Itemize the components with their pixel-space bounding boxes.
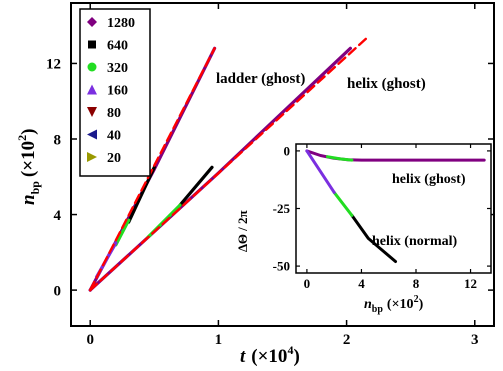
inset-annotation-helix-ghost: helix (ghost) xyxy=(392,172,466,187)
x-tick-label: 1 xyxy=(215,332,223,348)
series-line-4 xyxy=(114,218,131,247)
main-series-group xyxy=(88,37,367,292)
y-tick-label: -50 xyxy=(273,259,290,274)
legend-marker-triangle-left xyxy=(87,129,97,140)
inset-chart: 0 4 8 12 0 -25 -50 ΔΘ / 2π nbp (×102) helix (gh… xyxy=(235,143,492,315)
legend-label: 160 xyxy=(107,84,128,99)
legend-marker-triangle-up xyxy=(87,84,97,95)
x-tick-label: 8 xyxy=(413,276,420,291)
legend: 1280 640 320 160 80 40 20 xyxy=(79,8,151,177)
series-line-3 xyxy=(332,190,354,217)
inset-plot-frame xyxy=(295,143,492,274)
series-line-8 xyxy=(88,37,367,292)
legend-items: 1280 640 320 160 80 40 20 xyxy=(87,16,135,166)
annotation-ladder-ghost: ladder (ghost) xyxy=(216,71,305,87)
legend-label: 320 xyxy=(107,61,128,76)
legend-label: 40 xyxy=(107,129,121,144)
inset-y-axis-label: ΔΘ / 2π xyxy=(235,210,250,252)
series-line-7 xyxy=(88,47,216,292)
annotation-helix-ghost: helix (ghost) xyxy=(347,76,426,92)
series-line-1 xyxy=(325,155,354,162)
legend-marker-triangle-right xyxy=(87,152,97,162)
y-tick-label: 12 xyxy=(46,57,61,73)
legend-marker-diamond xyxy=(87,17,97,27)
series-line-2 xyxy=(350,213,397,263)
x-tick-label: 0 xyxy=(86,332,94,348)
main-y-axis-label: nbp(×102) xyxy=(15,129,42,205)
inset-series-group xyxy=(305,149,486,263)
legend-marker-triangle-down xyxy=(87,107,97,117)
y-tick-label: 0 xyxy=(284,143,291,158)
y-tick-label: 8 xyxy=(54,132,62,148)
x-tick-label: 3 xyxy=(471,332,479,348)
x-tick-label: 4 xyxy=(358,276,365,291)
legend-marker-square xyxy=(88,40,96,49)
series-line-4 xyxy=(305,149,336,194)
y-tick-label: 0 xyxy=(54,283,62,299)
inset-annotation-helix-normal: helix (normal) xyxy=(372,234,457,249)
y-tick-label: -25 xyxy=(273,201,291,216)
main-x-axis-label: t (×104) xyxy=(240,343,300,367)
series-line-3 xyxy=(178,165,214,207)
inset-axis-ticks: 0 4 8 12 0 -25 -50 xyxy=(273,143,491,291)
x-tick-label: 12 xyxy=(464,276,477,291)
inset-x-axis-label: nbp (×102) xyxy=(364,294,424,315)
legend-label: 80 xyxy=(107,106,121,121)
legend-label: 640 xyxy=(107,39,128,54)
y-tick-label: 4 xyxy=(54,208,62,224)
legend-label: 1280 xyxy=(107,16,135,31)
legend-label: 20 xyxy=(107,151,121,166)
legend-marker-circle xyxy=(87,62,97,72)
x-tick-label: 2 xyxy=(343,332,351,348)
main-plot-frame xyxy=(70,2,495,327)
x-tick-label: 0 xyxy=(304,276,311,291)
